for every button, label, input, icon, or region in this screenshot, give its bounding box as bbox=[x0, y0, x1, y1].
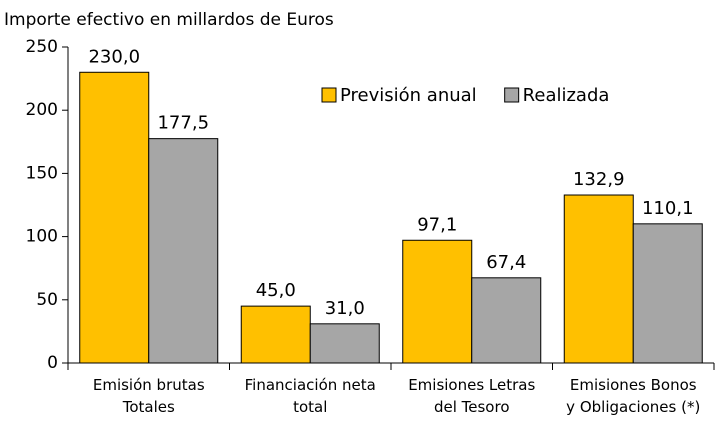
data-label: 230,0 bbox=[88, 46, 140, 67]
legend-swatch bbox=[504, 87, 520, 103]
bar bbox=[632, 223, 703, 364]
x-tick-label: Financiación neta total bbox=[245, 376, 376, 416]
data-label: 97,1 bbox=[417, 214, 457, 235]
x-tick-line: Totales bbox=[122, 398, 175, 416]
legend-label: Realizada bbox=[523, 85, 610, 106]
x-tick-line: Emisiones Letras bbox=[408, 376, 535, 394]
bar bbox=[148, 138, 219, 364]
x-tick-line: Emisiones Bonos bbox=[570, 376, 697, 394]
data-label: 110,1 bbox=[642, 198, 694, 219]
y-tick-label: 100 bbox=[26, 227, 58, 247]
x-tick-line: del Tesoro bbox=[434, 398, 510, 416]
data-label: 132,9 bbox=[573, 169, 625, 190]
x-tick-label: Emisiones Bonos y Obligaciones (*) bbox=[566, 376, 700, 416]
bar bbox=[79, 71, 150, 364]
bar bbox=[240, 305, 311, 364]
x-tick-line: Financiación neta bbox=[245, 376, 376, 394]
legend-swatch bbox=[321, 87, 337, 103]
legend-label: Previsión anual bbox=[340, 85, 477, 106]
data-label: 67,4 bbox=[486, 252, 526, 273]
bar bbox=[471, 277, 542, 364]
x-tick-label: Emisión brutas Totales bbox=[93, 376, 205, 416]
x-tick-line: y Obligaciones (*) bbox=[566, 398, 700, 416]
chart-title: Importe efectivo en millardos de Euros bbox=[4, 10, 334, 30]
bar bbox=[563, 194, 634, 364]
y-tick-label: 200 bbox=[26, 100, 58, 120]
y-tick-label: 0 bbox=[47, 353, 58, 373]
data-label: 45,0 bbox=[256, 280, 296, 301]
bar bbox=[402, 239, 473, 364]
bar bbox=[309, 323, 380, 364]
x-tick-line: total bbox=[293, 398, 327, 416]
x-tick-line: Emisión brutas bbox=[93, 376, 205, 394]
data-label: 177,5 bbox=[157, 113, 209, 134]
data-label: 31,0 bbox=[325, 298, 365, 319]
y-tick-label: 250 bbox=[26, 37, 58, 57]
x-tick-label: Emisiones Letras del Tesoro bbox=[408, 376, 535, 416]
y-tick-label: 50 bbox=[36, 290, 58, 310]
y-tick-label: 150 bbox=[26, 163, 58, 183]
